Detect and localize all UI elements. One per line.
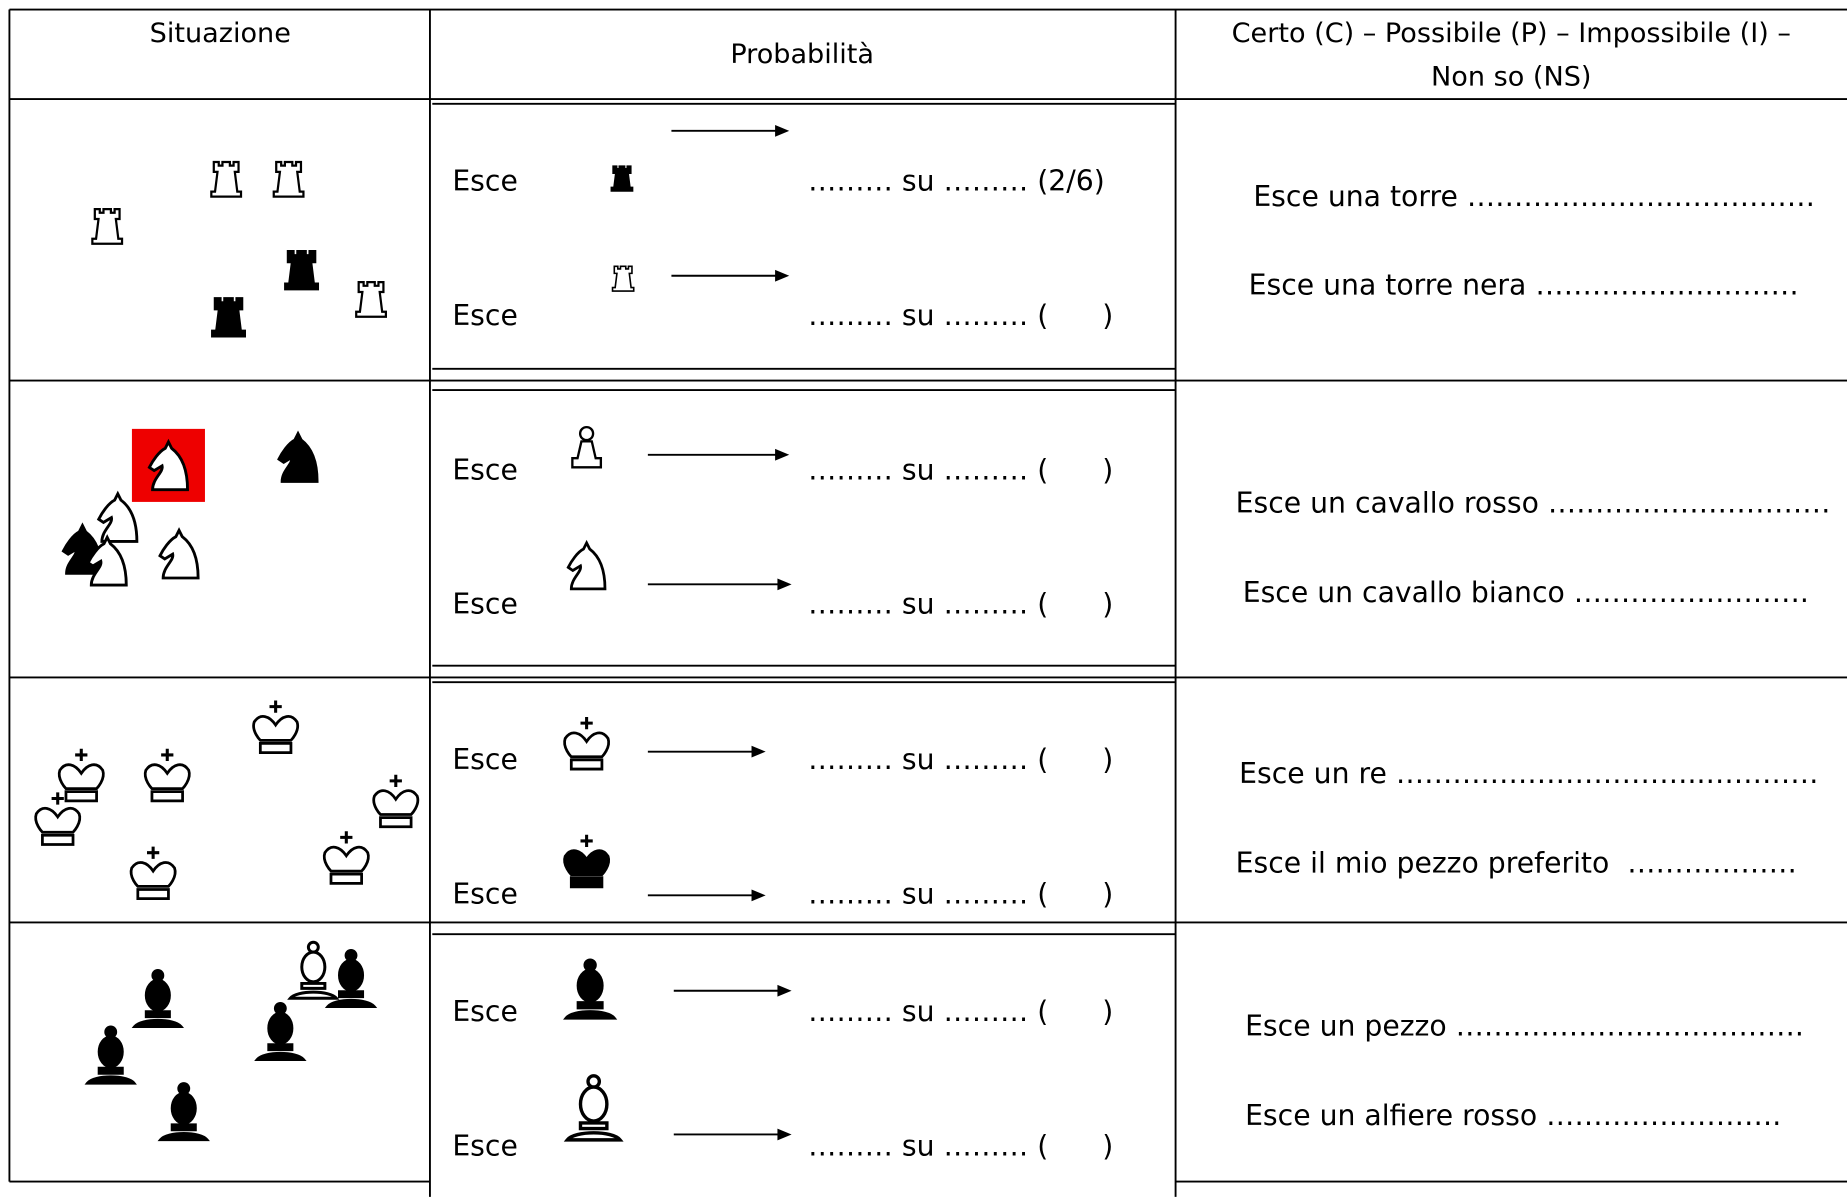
white-rook [272, 160, 305, 198]
esce-label: Esce [452, 877, 518, 910]
esce-label: Esce [452, 165, 518, 198]
esce-label: Esce [452, 453, 518, 486]
black-rook [283, 249, 320, 291]
probability-blank: ……… su ……… (2/6) [808, 165, 1105, 198]
white-king [252, 698, 300, 755]
probability-blank: ……… su ……… ( ) [808, 995, 1113, 1028]
probability-blank: ……… su ……… ( ) [808, 299, 1113, 332]
arrow-head [777, 984, 792, 997]
white-rook [611, 265, 635, 292]
probability-blank: ……… su ……… ( ) [808, 1129, 1113, 1162]
probability-blank: ……… su ……… ( ) [808, 743, 1113, 776]
probability-blank: ……… su ……… ( ) [808, 588, 1113, 621]
white-pawn [571, 425, 603, 469]
statement: Esce un alfiere rosso ……………………. [1245, 1099, 1781, 1132]
black-bishop [159, 1082, 209, 1142]
statement: Esce un pezzo ………………………………. [1245, 1009, 1804, 1042]
black-bishop [86, 1025, 136, 1085]
arrow-head [751, 889, 766, 902]
black-bishop [255, 1001, 305, 1062]
esce-label: Esce [452, 1129, 518, 1162]
statement: Esce una torre ………………….…………… [1253, 180, 1815, 213]
arrow-head [775, 448, 790, 461]
probability-blank: ……… su ……… ( ) [808, 453, 1113, 486]
white-knight [158, 528, 200, 580]
header-judgement: Certo (C) – Possibile (P) – Impossibile … [1232, 18, 1791, 49]
arrow-head [777, 578, 792, 591]
white-bishop [565, 1074, 622, 1142]
esce-label: Esce [452, 743, 518, 776]
esce-label: Esce [452, 995, 518, 1028]
header-situation: Situazione [150, 18, 291, 49]
arrow-head [775, 269, 790, 282]
statement: Esce un cavallo rosso ………………………… [1236, 486, 1831, 519]
white-king [143, 747, 191, 803]
statement: Esce un cavallo bianco ……………………. [1243, 576, 1809, 609]
black-rook [210, 296, 247, 338]
black-bishop [564, 958, 616, 1020]
white-bishop [288, 940, 339, 1000]
white-knight [566, 541, 607, 591]
statement: Esce un re ……….…………………..………… [1239, 757, 1818, 790]
white-rook [354, 280, 388, 319]
white-king [57, 747, 105, 803]
esce-label: Esce [452, 588, 518, 621]
white-king [129, 845, 177, 901]
white-king [563, 715, 611, 771]
white-king [322, 829, 370, 885]
black-knight [277, 432, 319, 483]
arrow-head [751, 745, 766, 758]
probability-blank: ……… su ……… ( ) [808, 877, 1113, 910]
table-lines [8, 8, 1847, 1197]
black-king [563, 833, 611, 889]
esce-label: Esce [452, 299, 518, 332]
white-knight [97, 492, 139, 543]
header-probability: Probabilità [730, 39, 874, 70]
pieces [34, 160, 635, 1142]
white-king [372, 773, 420, 829]
header-judgement: Non so (NS) [1431, 61, 1591, 92]
arrow-head [777, 1128, 792, 1141]
white-rook [91, 207, 124, 245]
arrow-head [775, 124, 790, 137]
statement: Esce il mio pezzo preferito ……………… [1236, 847, 1797, 880]
white-rook [210, 160, 243, 198]
black-bishop [133, 968, 183, 1029]
statement: Esce una torre nera …………….………… [1249, 268, 1799, 301]
black-rook [610, 165, 634, 192]
